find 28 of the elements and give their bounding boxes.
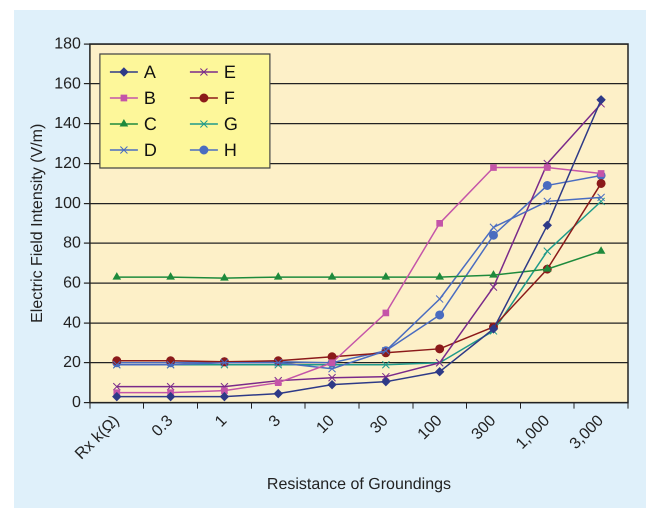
y-tick-label: 140	[54, 115, 81, 132]
y-tick-label: 20	[63, 354, 81, 372]
y-tick-label: 160	[54, 75, 81, 92]
x-tick-label: Rx k(Ω)	[72, 412, 123, 463]
y-tick-label: 80	[63, 234, 81, 252]
y-tick-label: 180	[54, 35, 81, 52]
y-axis-title: Electric Field Intensity (V/m)	[29, 124, 46, 323]
x-tick-label: 30	[367, 412, 392, 437]
x-tick-label: 1	[212, 412, 230, 431]
y-tick-label: 120	[54, 154, 81, 172]
legend-label: F	[224, 88, 235, 108]
y-tick-label: 40	[63, 314, 81, 332]
y-tick-label: 60	[63, 274, 81, 292]
x-tick-label: 100	[414, 412, 446, 444]
x-tick-label: 300	[468, 412, 500, 444]
legend-label: H	[224, 140, 237, 160]
x-tick-label: 3	[266, 412, 284, 431]
y-tick-label: 100	[54, 194, 81, 212]
y-tick-label: 0	[72, 394, 81, 412]
x-tick-label: 0.3	[148, 412, 177, 440]
x-tick-label: 10	[313, 412, 338, 437]
legend-label: A	[144, 62, 156, 82]
legend-label: E	[224, 62, 236, 82]
legend-label: C	[144, 114, 157, 134]
legend-label: D	[144, 140, 157, 160]
legend-label: B	[144, 88, 156, 108]
x-axis-title: Resistance of Groundings	[266, 476, 451, 493]
legend-label: G	[224, 114, 238, 134]
